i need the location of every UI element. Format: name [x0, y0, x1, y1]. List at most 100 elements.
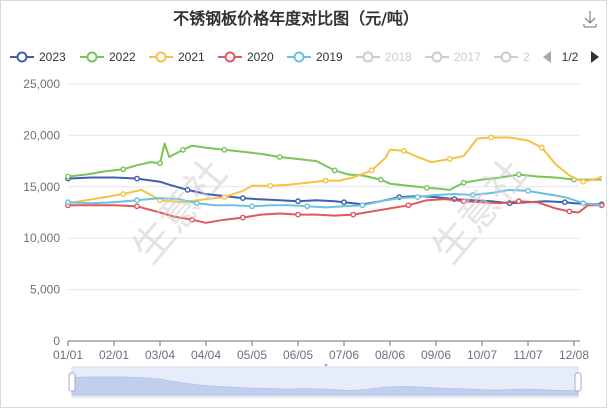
legend-label: 2017 [454, 50, 481, 64]
legend-marker [86, 51, 98, 63]
data-point[interactable] [377, 176, 384, 183]
x-axis: 01/01 02/01 03/04 04/04 05/05 06/05 07/06 08/06… [53, 340, 589, 362]
data-point[interactable] [460, 198, 467, 205]
data-point[interactable] [134, 197, 140, 204]
data-point[interactable] [322, 177, 329, 184]
triangle-right-icon[interactable] [591, 51, 599, 63]
data-point[interactable] [423, 184, 430, 191]
data-point[interactable] [221, 194, 228, 201]
y-tick-label: 0 [53, 334, 60, 348]
triangle-left-icon[interactable] [543, 51, 551, 63]
x-tick-label: 01/01 [53, 348, 83, 362]
x-tick-label: 10/07 [467, 348, 497, 362]
legend-label: 2021 [178, 50, 205, 64]
legend-item-2022[interactable]: 2022 [80, 50, 136, 64]
data-point[interactable] [120, 166, 127, 173]
legend-item-2018[interactable]: 2018 [356, 50, 412, 64]
download-icon[interactable] [580, 8, 600, 30]
zoom-handle-right[interactable] [574, 372, 582, 392]
data-point[interactable] [295, 211, 301, 218]
legend-marker [155, 51, 167, 63]
x-tick-label: 09/06 [421, 348, 451, 362]
x-tick-label: 02/01 [99, 348, 129, 362]
legend-item-2023[interactable]: 2023 [10, 50, 66, 64]
data-point[interactable] [193, 200, 200, 207]
zoom-handle-left[interactable] [68, 372, 76, 392]
zoom-slider-preview [71, 376, 579, 396]
data-point[interactable] [239, 214, 246, 221]
data-point[interactable] [460, 179, 467, 186]
legend-marker [293, 51, 305, 63]
data-point[interactable] [368, 167, 375, 174]
data-point[interactable] [65, 173, 71, 180]
data-point[interactable] [304, 203, 311, 210]
data-point[interactable] [267, 182, 274, 189]
x-tick-label: 03/04 [145, 348, 175, 362]
data-point[interactable] [400, 147, 407, 154]
data-point[interactable] [180, 146, 186, 153]
legend-label: 2 [523, 50, 530, 64]
data-point[interactable] [221, 146, 228, 153]
data-point[interactable] [239, 195, 246, 202]
data-point[interactable] [580, 178, 587, 185]
legend-marker [362, 51, 374, 63]
data-point[interactable] [515, 198, 522, 205]
data-point[interactable] [295, 198, 301, 205]
data-point[interactable] [184, 186, 191, 193]
data-point[interactable] [525, 187, 531, 194]
data-point[interactable] [580, 200, 587, 207]
data-point[interactable] [414, 194, 421, 201]
legend-label: 2020 [247, 50, 274, 64]
legend-label: 2019 [316, 50, 343, 64]
data-point[interactable] [189, 216, 196, 223]
legend-label: 2018 [385, 50, 412, 64]
data-point[interactable] [65, 199, 71, 206]
zoom-move-handle[interactable] [324, 363, 328, 367]
data-point[interactable] [350, 211, 357, 218]
legend-item-2021[interactable]: 2021 [149, 50, 205, 64]
data-point[interactable] [469, 192, 476, 198]
data-point[interactable] [538, 144, 545, 151]
series-line [67, 188, 602, 209]
data-point[interactable] [134, 203, 140, 210]
data-point[interactable] [134, 175, 140, 182]
data-point[interactable] [561, 199, 568, 206]
data-point[interactable] [566, 208, 573, 215]
data-point[interactable] [405, 202, 412, 209]
legend-item-2019[interactable]: 2019 [287, 50, 343, 64]
data-point[interactable] [446, 156, 453, 162]
x-tick-label: 08/06 [375, 348, 405, 362]
x-tick-label: 11/07 [513, 348, 542, 362]
x-tick-label: 05/05 [237, 348, 267, 362]
legend-pager: 1/2 [543, 50, 599, 64]
legend-label: 2023 [39, 50, 66, 64]
data-point[interactable] [488, 134, 495, 141]
data-point[interactable] [331, 167, 338, 174]
data-point[interactable] [341, 199, 347, 206]
data-point[interactable] [157, 160, 163, 167]
legend-page-label: 1/2 [562, 50, 579, 64]
legend-item-2017[interactable]: 2017 [425, 50, 481, 64]
x-tick-label: 04/04 [191, 348, 221, 362]
data-point[interactable] [515, 171, 522, 178]
x-tick-label: 12/08 [559, 348, 589, 362]
data-point[interactable] [249, 203, 255, 210]
legend-marker [16, 51, 28, 63]
series-lines [65, 134, 605, 224]
data-point[interactable] [120, 191, 127, 197]
y-tick-label: 25,000 [23, 77, 60, 91]
y-tick-label: 5,000 [30, 283, 60, 297]
x-tick-label: 06/05 [283, 348, 313, 362]
legend-item-2[interactable]: 2 [494, 50, 530, 64]
data-point[interactable] [359, 202, 366, 209]
y-tick-label: 20,000 [23, 128, 60, 142]
data-point[interactable] [276, 154, 283, 160]
series-2019 [65, 187, 602, 210]
legend-item-2020[interactable]: 2020 [218, 50, 274, 64]
zoom-slider[interactable] [68, 363, 582, 398]
y-tick-label: 10,000 [23, 231, 60, 245]
legend: 2023 2022 2021 2020 2019 2018 2017 2 [10, 50, 530, 64]
series-2022 [65, 142, 602, 191]
